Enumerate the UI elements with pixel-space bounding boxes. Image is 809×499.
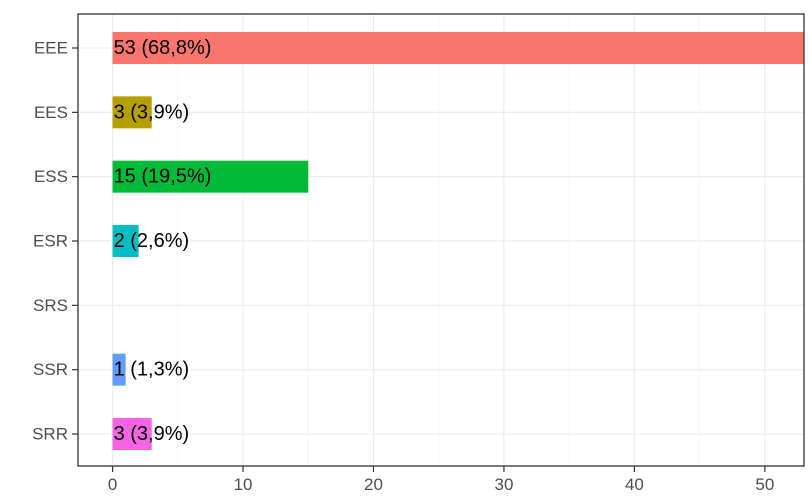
x-tick-label: 30 [494, 475, 513, 494]
data-label-ees: 3 (3,9%) [114, 101, 190, 123]
bar-eee [112, 32, 805, 64]
x-tick-label: 40 [625, 475, 644, 494]
bar-ess [112, 160, 309, 193]
data-labels: 53 (68,8%) 3 (3,9%) 15 (19,5%) 2 (2,6%) 1 (1… [114, 37, 212, 445]
bar-srr [112, 418, 152, 450]
y-tick-label-srr: SRR [32, 425, 68, 444]
data-label-esr: 2 (2,6%) [114, 230, 190, 252]
data-label-ess: 15 (19,5%) [114, 166, 212, 188]
axes: EEE EES ESS ESR SRS SSR SRR 0 10 20 30 40 50 [32, 13, 805, 494]
panel-border [77, 13, 805, 467]
data-label-srr: 3 (3,9%) [114, 423, 190, 445]
x-tick-label: 10 [234, 475, 253, 494]
y-tick-label-ess: ESS [34, 167, 68, 186]
x-tick-label: 20 [364, 475, 383, 494]
y-tick-label-eee: EEE [34, 39, 68, 58]
bar-ssr [112, 353, 126, 386]
y-tick-label-ssr: SSR [33, 360, 68, 379]
y-tick-label-esr: ESR [33, 232, 68, 251]
data-label-ssr: 1 (1,3%) [114, 359, 190, 381]
y-tick-label-srs: SRS [33, 296, 68, 315]
bars [112, 32, 805, 450]
bar-ees [112, 96, 152, 129]
data-label-eee: 53 (68,8%) [114, 37, 212, 59]
x-tick-label: 0 [108, 475, 117, 494]
bar-esr [112, 225, 139, 257]
y-tick-label-ees: EES [34, 103, 68, 122]
x-tick-label: 50 [755, 475, 774, 494]
